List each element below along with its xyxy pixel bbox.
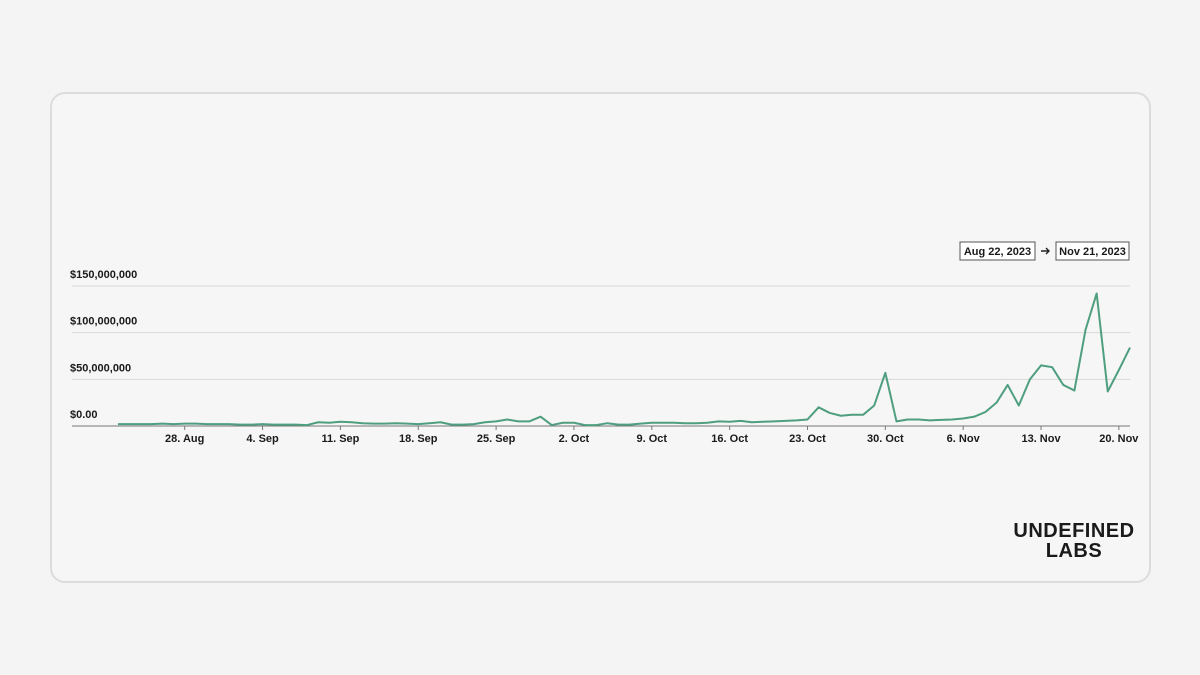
x-tick-label: 16. Oct	[711, 433, 748, 445]
y-tick-label: $100,000,000	[70, 316, 137, 328]
x-tick-label: 13. Nov	[1021, 433, 1061, 445]
y-tick-label: $150,000,000	[70, 269, 137, 281]
date-start-box[interactable]	[959, 241, 1036, 261]
logo-line: UNDEFINED	[1013, 520, 1134, 542]
card	[50, 92, 1151, 583]
x-tick-label: 6. Nov	[947, 433, 981, 445]
x-tick-label: 9. Oct	[637, 433, 668, 445]
x-tick-label: 28. Aug	[165, 433, 204, 445]
y-tick-label: $50,000,000	[70, 362, 131, 374]
date-end[interactable]: Nov 21, 2023	[1059, 246, 1126, 258]
y-tick-label: $0.00	[70, 409, 98, 421]
x-tick-label: 23. Oct	[789, 433, 826, 445]
x-tick-label: 4. Sep	[246, 433, 279, 445]
arrow-icon	[1041, 247, 1050, 255]
date-end-box[interactable]	[1055, 241, 1130, 261]
x-tick-label: 2. Oct	[559, 433, 590, 445]
data-line	[118, 292, 1131, 427]
x-tick-label: 20. Nov	[1099, 433, 1139, 445]
x-tick-label: 25. Sep	[477, 433, 516, 445]
x-tick-label: 18. Sep	[399, 433, 438, 445]
x-tick-label: 30. Oct	[867, 433, 904, 445]
logo-line: LABS	[1046, 540, 1102, 562]
date-start[interactable]: Aug 22, 2023	[964, 246, 1031, 258]
x-tick-label: 11. Sep	[321, 433, 359, 445]
